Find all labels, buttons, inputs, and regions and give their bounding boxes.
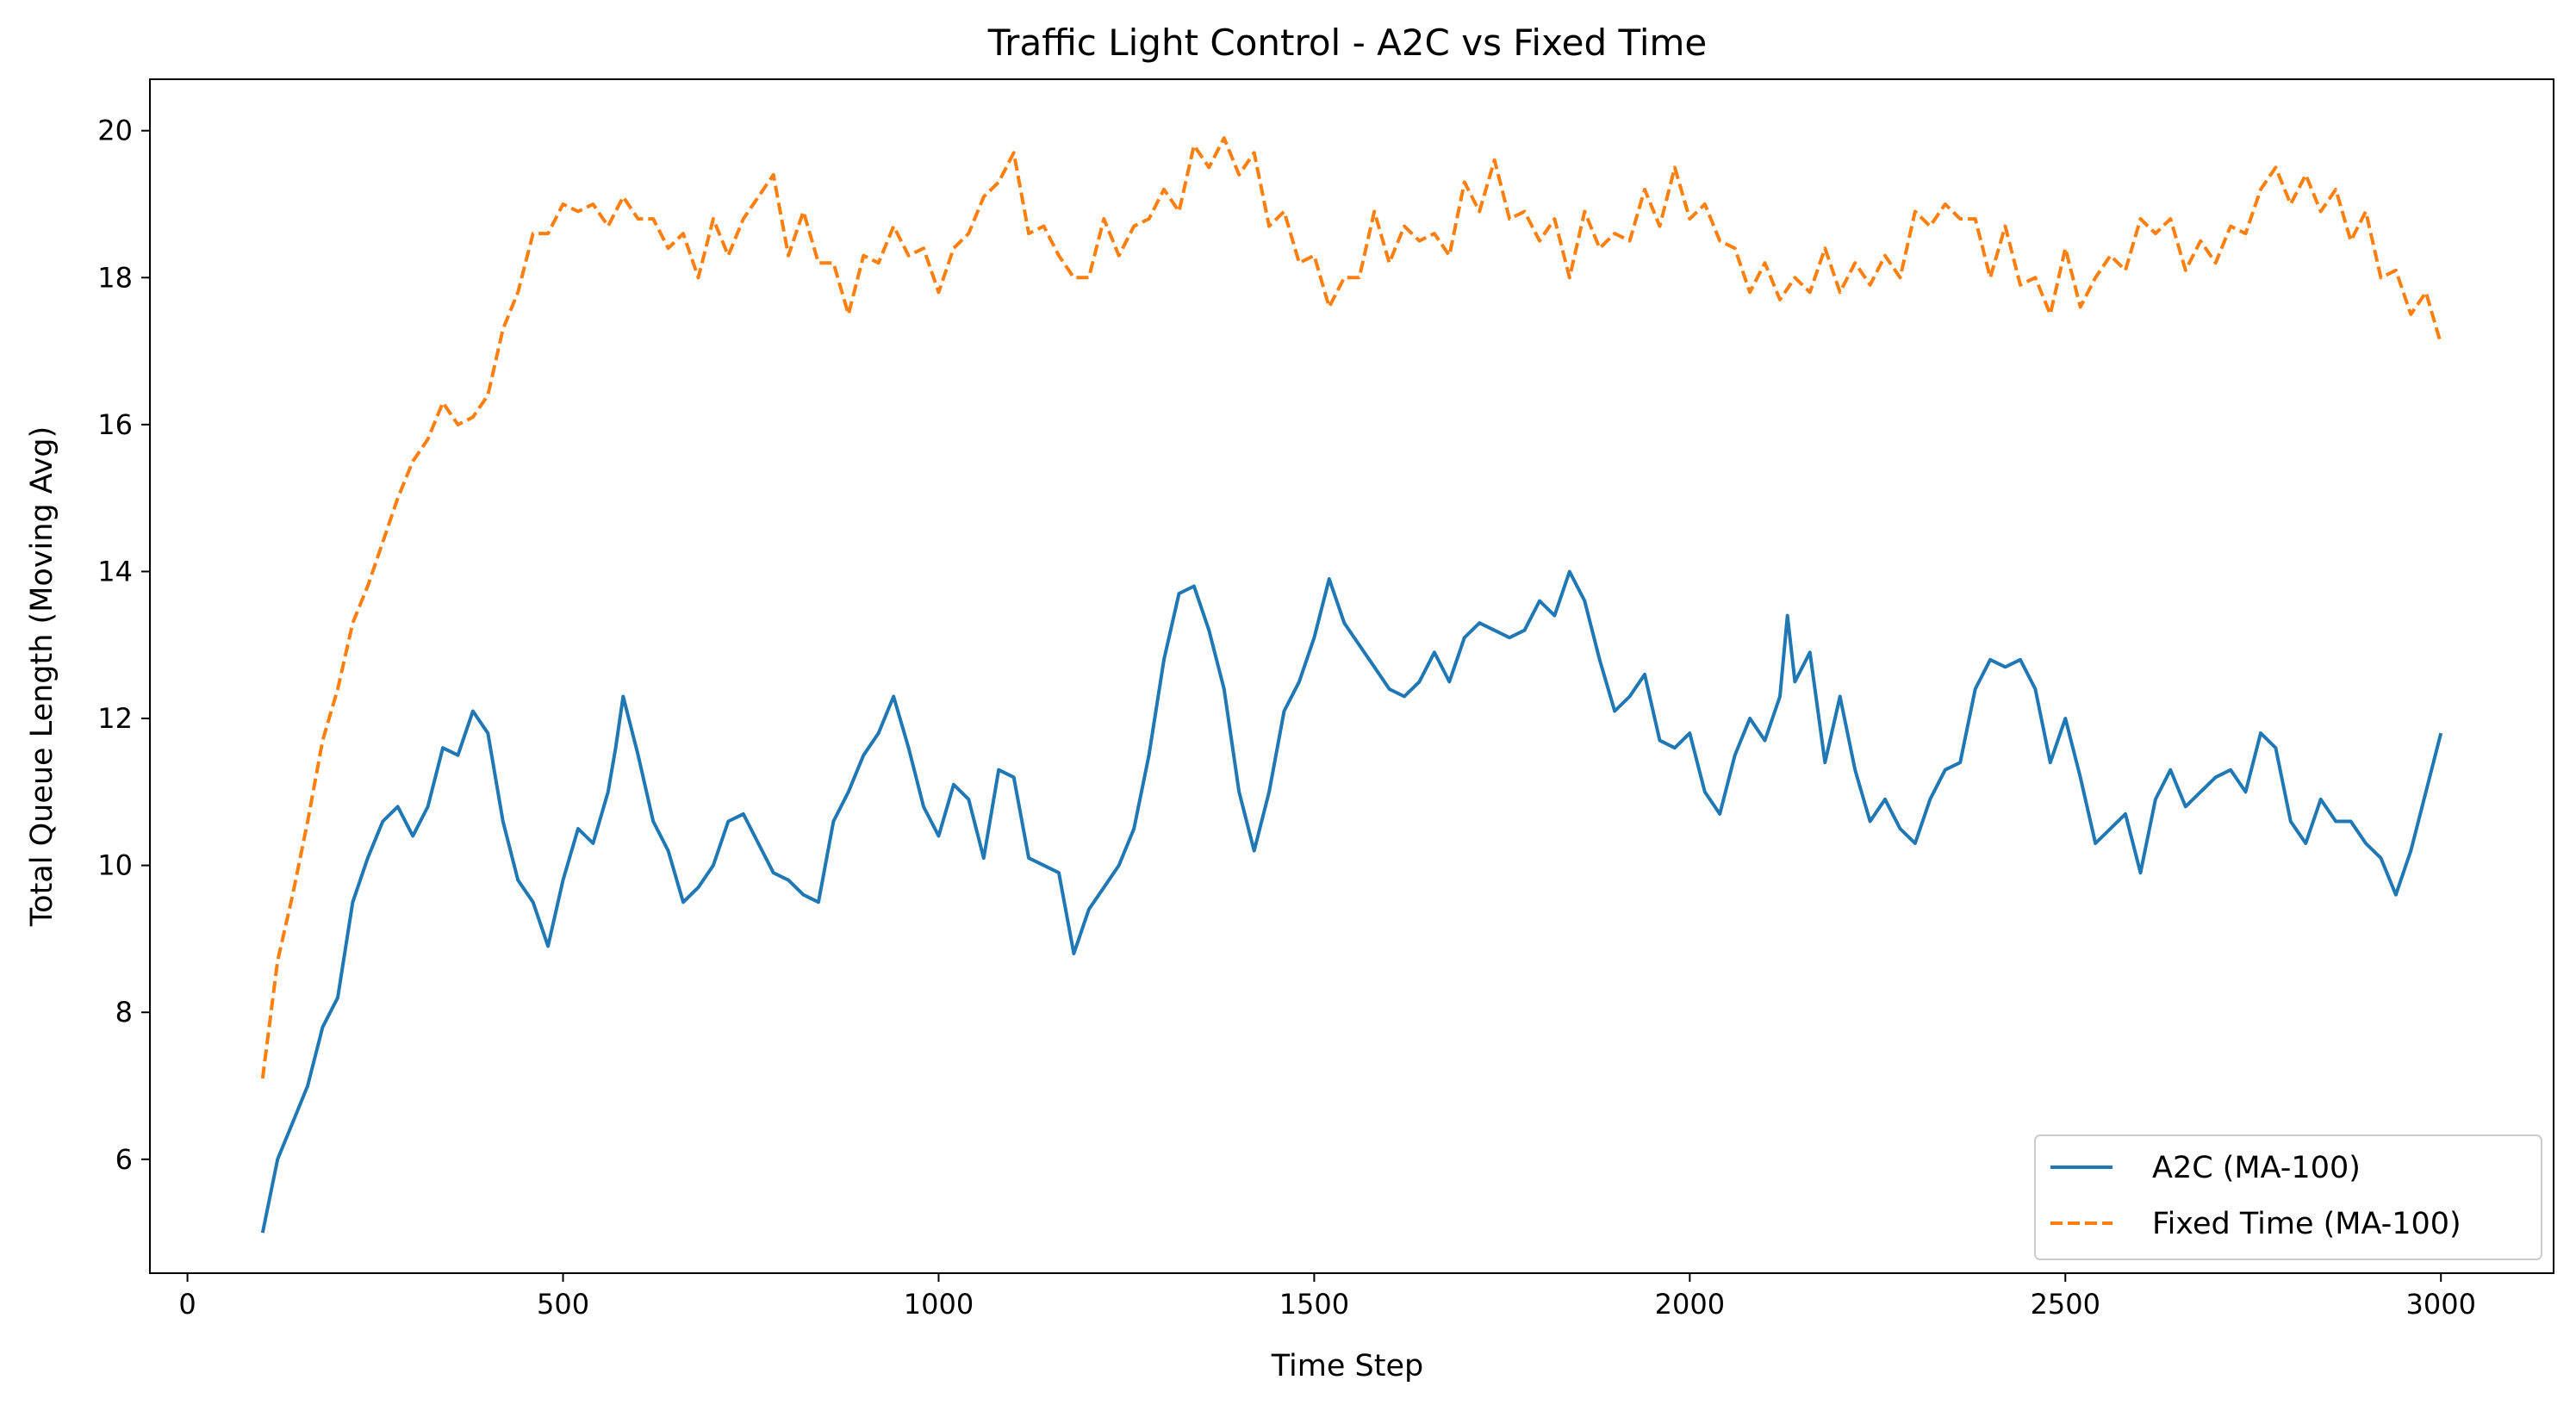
legend: A2C (MA-100) Fixed Time (MA-100) xyxy=(2034,1134,2542,1260)
x-tick-label: 1500 xyxy=(1279,1288,1349,1321)
plot-lines xyxy=(260,136,2443,1234)
y-tick-label: 16 xyxy=(97,408,133,441)
y-tick-label: 8 xyxy=(115,996,133,1029)
y-tick-label: 18 xyxy=(97,261,133,294)
y-tick-label: 12 xyxy=(97,702,133,735)
y-axis: 6 8 10 12 14 16 18 20 xyxy=(97,115,150,1176)
y-tick-label: 6 xyxy=(115,1143,133,1176)
x-tick-label: 500 xyxy=(537,1288,589,1321)
x-axis-label: Time Step xyxy=(1271,1349,1423,1383)
x-tick-label: 0 xyxy=(178,1288,196,1321)
chart-title: Traffic Light Control - A2C vs Fixed Tim… xyxy=(987,22,1708,64)
legend-label-fixed-time: Fixed Time (MA-100) xyxy=(2152,1207,2461,1241)
legend-label-a2c: A2C (MA-100) xyxy=(2152,1151,2361,1185)
series-line-a2c xyxy=(260,569,2443,1234)
y-tick-label: 10 xyxy=(97,849,133,882)
y-tick-label: 14 xyxy=(97,555,133,587)
x-tick-label: 3000 xyxy=(2406,1288,2476,1321)
x-tick-label: 2500 xyxy=(2031,1288,2100,1321)
legend-box xyxy=(2034,1134,2542,1260)
x-tick-label: 2000 xyxy=(1655,1288,1725,1321)
plot-frame xyxy=(149,78,2554,1274)
x-tick-label: 1000 xyxy=(904,1288,974,1321)
y-tick-label: 20 xyxy=(97,115,133,147)
x-axis: 0 500 1000 1500 2000 2500 3000 xyxy=(178,1273,2476,1321)
series-line-fixed-time xyxy=(260,136,2443,1079)
y-axis-label: Total Queue Length (Moving Avg) xyxy=(25,426,59,928)
